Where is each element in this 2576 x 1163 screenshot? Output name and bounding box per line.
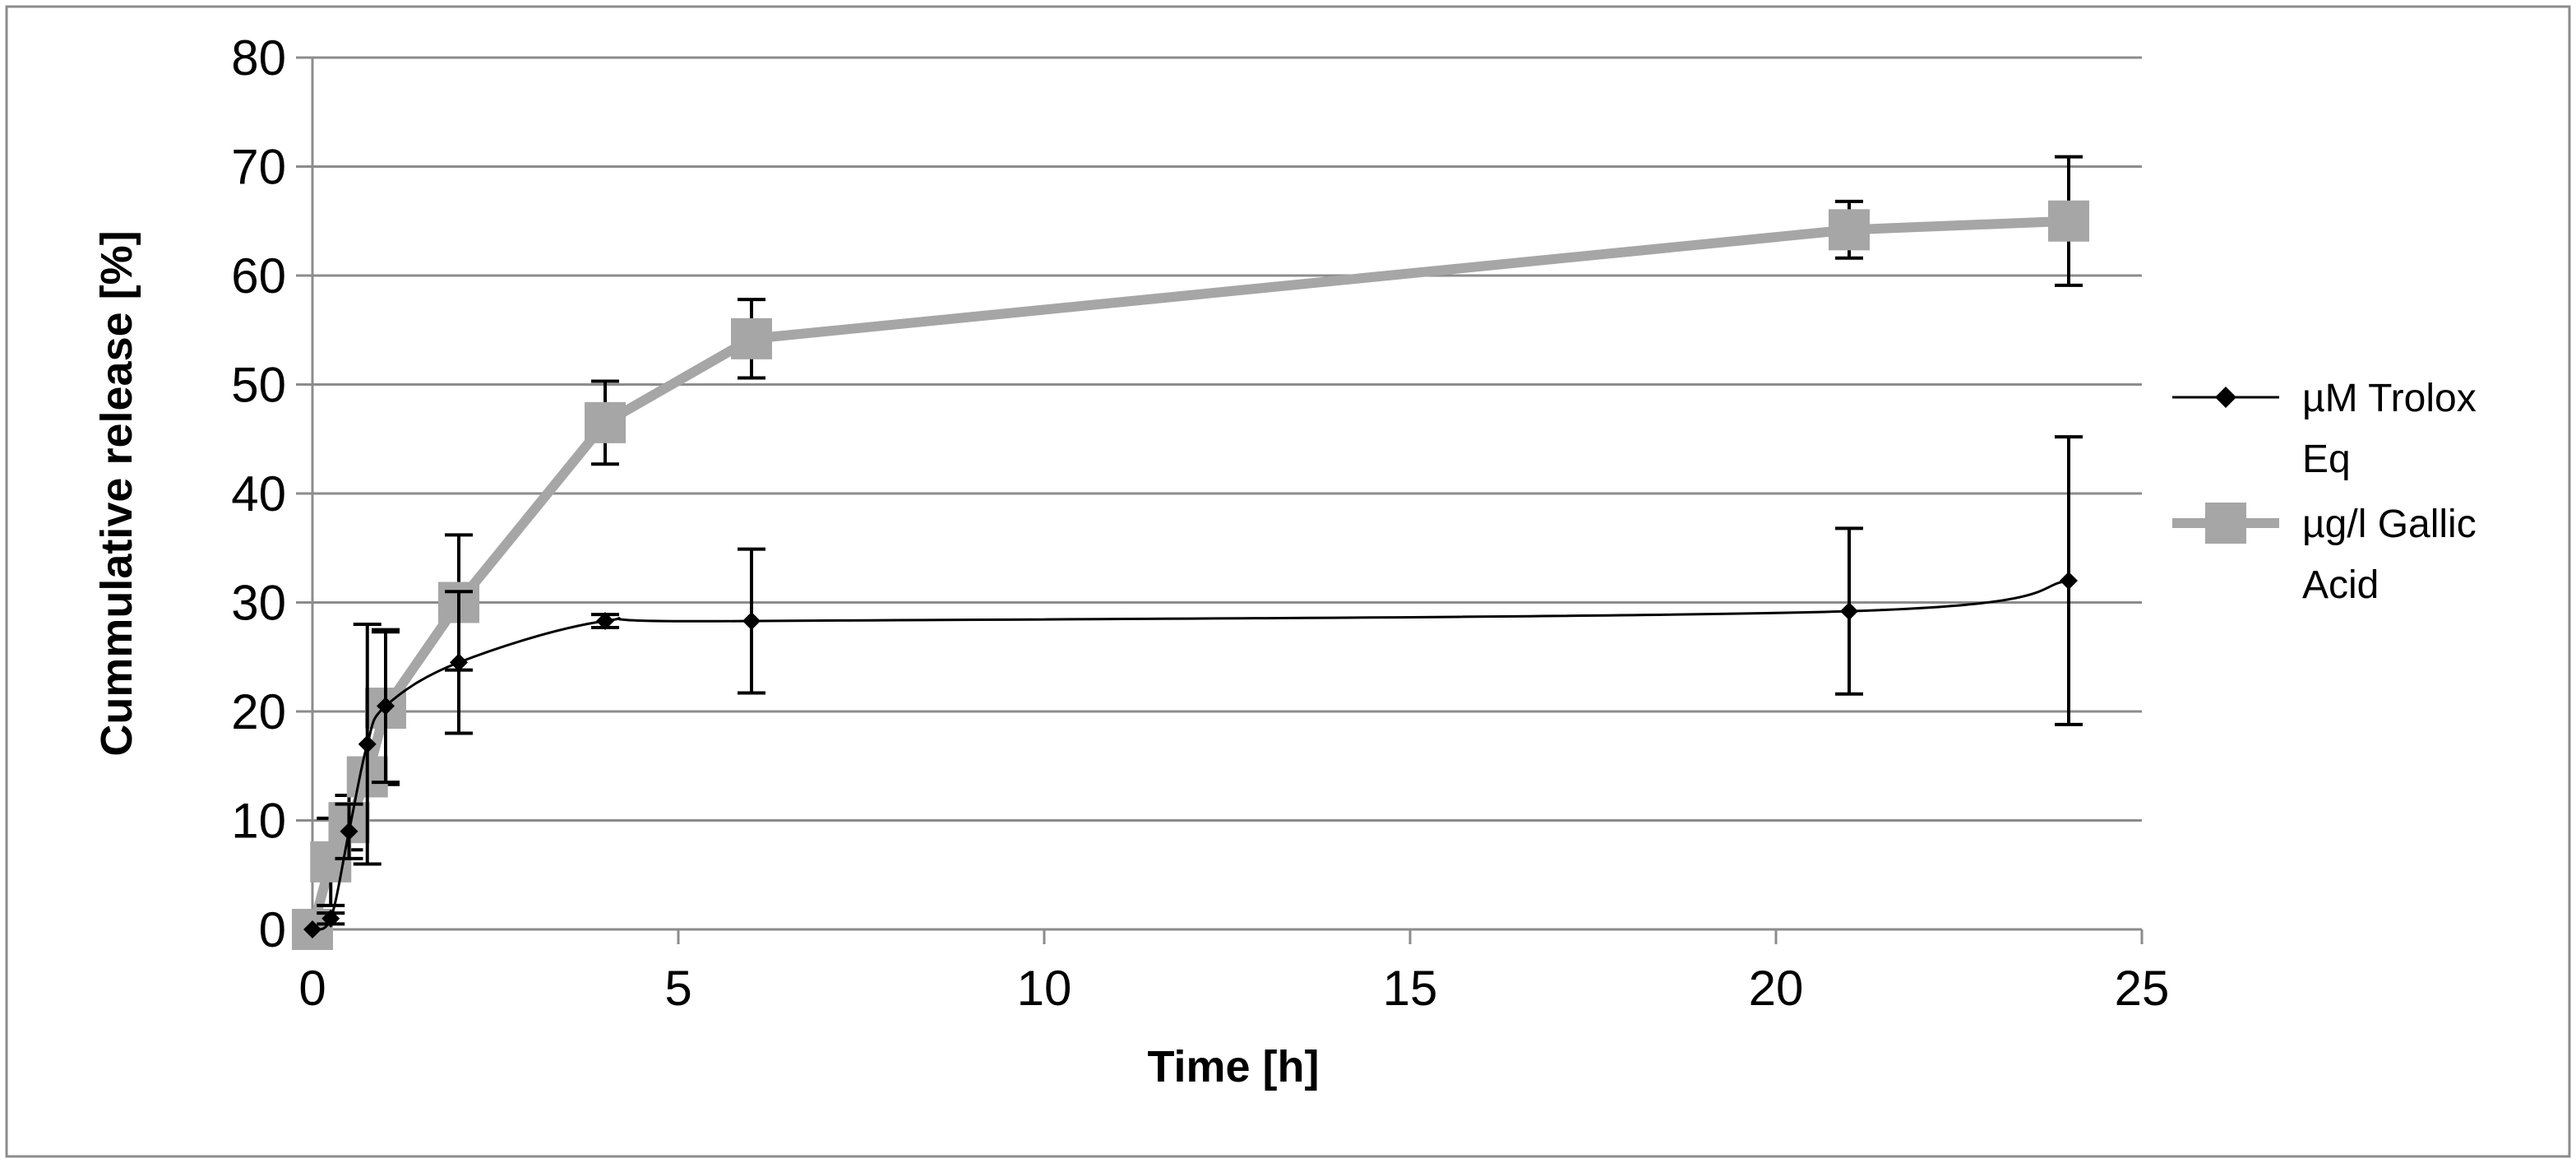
x-tick-label: 15 (1383, 961, 1438, 1016)
x-tick-labels: 0 5 10 15 20 25 (298, 961, 2169, 1016)
data-point (2048, 200, 2089, 242)
data-point (2060, 572, 2078, 590)
y-tick-label: 50 (231, 358, 286, 413)
y-axis-title: Cummulative release [%] (92, 230, 141, 756)
y-tick-label: 60 (231, 248, 286, 303)
data-point (450, 653, 468, 672)
legend-item-1: µg/l Gallic Acid (2172, 503, 2477, 607)
y-tick-label: 70 (231, 140, 286, 195)
data-point (340, 822, 358, 841)
y-tick-label: 20 (231, 684, 286, 739)
data-point (596, 612, 614, 631)
y-tick-label: 30 (231, 576, 286, 631)
x-tick-label: 5 (664, 961, 691, 1016)
data-point (731, 317, 772, 359)
x-tick-label: 10 (1017, 961, 1072, 1016)
data-point (321, 909, 340, 928)
data-point (358, 734, 377, 753)
axes (296, 56, 2144, 944)
legend-marker (2205, 503, 2246, 544)
y-tick-label: 40 (231, 466, 286, 521)
y-tick-labels: 0 10 20 30 40 50 60 70 80 (231, 30, 286, 957)
x-tick-label: 25 (2115, 961, 2170, 1016)
data-point (1829, 209, 1870, 251)
x-tick-label: 20 (1749, 961, 1804, 1016)
data-point (303, 920, 321, 938)
data-point (742, 612, 761, 631)
grid (312, 56, 2142, 822)
legend-label: µM Trolox (2302, 377, 2477, 420)
y-tick-label: 10 (231, 794, 286, 849)
series (292, 155, 2089, 950)
data-point (1840, 602, 1858, 621)
data-point (585, 401, 626, 443)
x-axis-title: Time [h] (1147, 1042, 1319, 1091)
y-tick-label: 0 (259, 902, 286, 957)
legend-label: µg/l Gallic (2302, 503, 2477, 546)
legend: µM Trolox Eq µg/l Gallic Acid (2172, 377, 2477, 607)
legend-item-0: µM Trolox Eq (2172, 377, 2477, 481)
legend-marker (2215, 387, 2236, 408)
x-tick-label: 0 (298, 961, 326, 1016)
y-tick-label: 80 (231, 30, 286, 86)
series-0 (303, 435, 2083, 938)
series-line (312, 579, 2070, 931)
chart-border (5, 5, 2571, 1158)
data-point (377, 697, 395, 716)
data-point (310, 841, 352, 883)
legend-label: Eq (2302, 438, 2351, 481)
legend-label: Acid (2302, 563, 2379, 607)
